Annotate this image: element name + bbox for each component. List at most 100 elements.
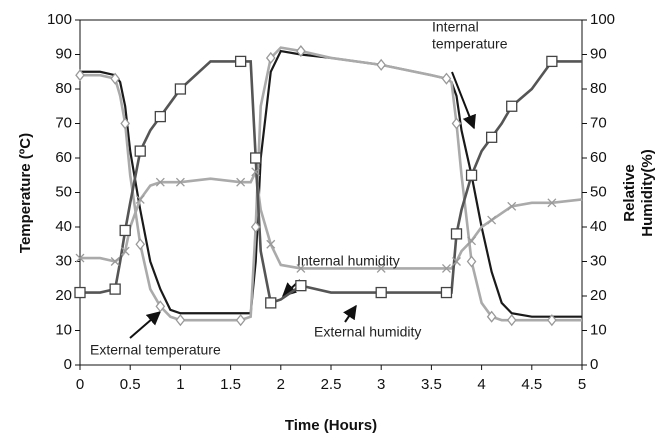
marker <box>109 283 121 295</box>
y2-tick-label: 30 <box>590 252 607 269</box>
marker <box>486 310 497 323</box>
marker <box>234 55 247 68</box>
y-tick-label: 50 <box>55 183 72 200</box>
y2-axis-label: Relative <box>621 164 638 222</box>
x-tick-label: 5 <box>578 376 586 393</box>
marker <box>441 72 452 85</box>
y2-tick-label: 40 <box>590 218 607 235</box>
x-tick-label: 4 <box>477 376 485 393</box>
y-tick-label: 70 <box>55 114 72 131</box>
y-tick-label: 80 <box>55 80 72 97</box>
y-tick-label: 100 <box>47 11 72 28</box>
y-tick-label: 30 <box>55 252 72 269</box>
x-tick-label: 0.5 <box>120 376 141 393</box>
marker <box>467 236 477 246</box>
annotation-arrows <box>129 71 476 339</box>
marker <box>119 224 131 237</box>
annotation: External humidity <box>314 324 421 340</box>
y2-tick-label: 100 <box>590 11 615 28</box>
marker <box>120 117 131 130</box>
marker <box>251 167 261 177</box>
marker <box>250 220 261 234</box>
marker <box>451 117 462 130</box>
marker <box>265 51 276 64</box>
annotation: External temperature <box>90 342 221 358</box>
y2-tick-label: 50 <box>590 183 607 200</box>
marker <box>452 257 461 266</box>
annotation: temperature <box>432 36 508 52</box>
y-tick-label: 0 <box>64 356 72 373</box>
marker <box>110 257 120 266</box>
arrow <box>343 304 357 323</box>
marker <box>135 238 146 251</box>
marker <box>296 45 306 58</box>
annotation: Internal <box>432 19 479 35</box>
marker <box>546 55 558 68</box>
x-tick-label: 4.5 <box>521 376 542 393</box>
y-tick-label: 90 <box>55 45 72 62</box>
marker <box>265 297 277 309</box>
marker <box>155 177 165 187</box>
arrow <box>451 71 476 130</box>
y2-axis-label: Humidity(%) <box>639 149 656 237</box>
marker <box>235 314 246 327</box>
y-tick-label: 60 <box>55 149 72 166</box>
marker <box>485 131 498 143</box>
y2-tick-label: 90 <box>590 45 607 62</box>
y2-tick-label: 10 <box>590 321 607 338</box>
y-tick-label: 40 <box>55 218 72 235</box>
marker <box>175 314 186 327</box>
marker <box>295 279 307 292</box>
marker <box>74 286 86 299</box>
marker <box>506 100 518 112</box>
y-axis-label: Temperature (ºC) <box>17 133 34 253</box>
arrow <box>129 311 162 339</box>
y-tick-label: 10 <box>55 321 72 338</box>
y2-tick-label: 70 <box>590 114 607 131</box>
x-tick-label: 3.5 <box>421 376 442 393</box>
marker <box>175 177 185 187</box>
x-tick-label: 1 <box>176 376 184 393</box>
x-tick-label: 3 <box>377 376 385 393</box>
marker <box>375 286 387 299</box>
series-line <box>80 167 583 270</box>
marker <box>110 72 120 85</box>
marker <box>154 110 166 123</box>
marker <box>120 246 130 256</box>
y2-tick-label: 60 <box>590 149 607 166</box>
marker <box>507 201 517 211</box>
marker <box>547 198 557 208</box>
x-tick-label: 2 <box>277 376 285 393</box>
y2-tick-label: 0 <box>590 356 598 373</box>
x-tick-label: 1.5 <box>220 376 241 393</box>
marker <box>440 286 453 299</box>
marker <box>487 215 497 225</box>
marker <box>466 255 477 268</box>
plot-frame <box>79 19 583 366</box>
marker <box>134 145 146 157</box>
marker <box>376 263 386 273</box>
marker <box>75 253 85 263</box>
marker <box>75 69 85 82</box>
x-tick-label: 2.5 <box>321 376 342 393</box>
marker <box>442 263 451 273</box>
marker <box>465 169 478 181</box>
marker <box>174 83 187 95</box>
marker <box>155 300 166 313</box>
y2-tick-label: 20 <box>590 287 607 304</box>
marker <box>506 314 517 327</box>
marker <box>135 194 145 204</box>
marker <box>266 239 276 249</box>
y-tick-label: 20 <box>55 287 72 304</box>
y2-tick-label: 80 <box>590 80 607 97</box>
marker <box>250 152 262 164</box>
marker <box>296 263 306 273</box>
marker <box>376 58 387 71</box>
annotation: Internal humidity <box>297 253 400 269</box>
x-axis-label: Time (Hours) <box>285 417 377 434</box>
marker <box>236 177 246 187</box>
marker <box>450 228 463 240</box>
x-tick-label: 0 <box>76 376 84 393</box>
marker <box>547 314 557 327</box>
